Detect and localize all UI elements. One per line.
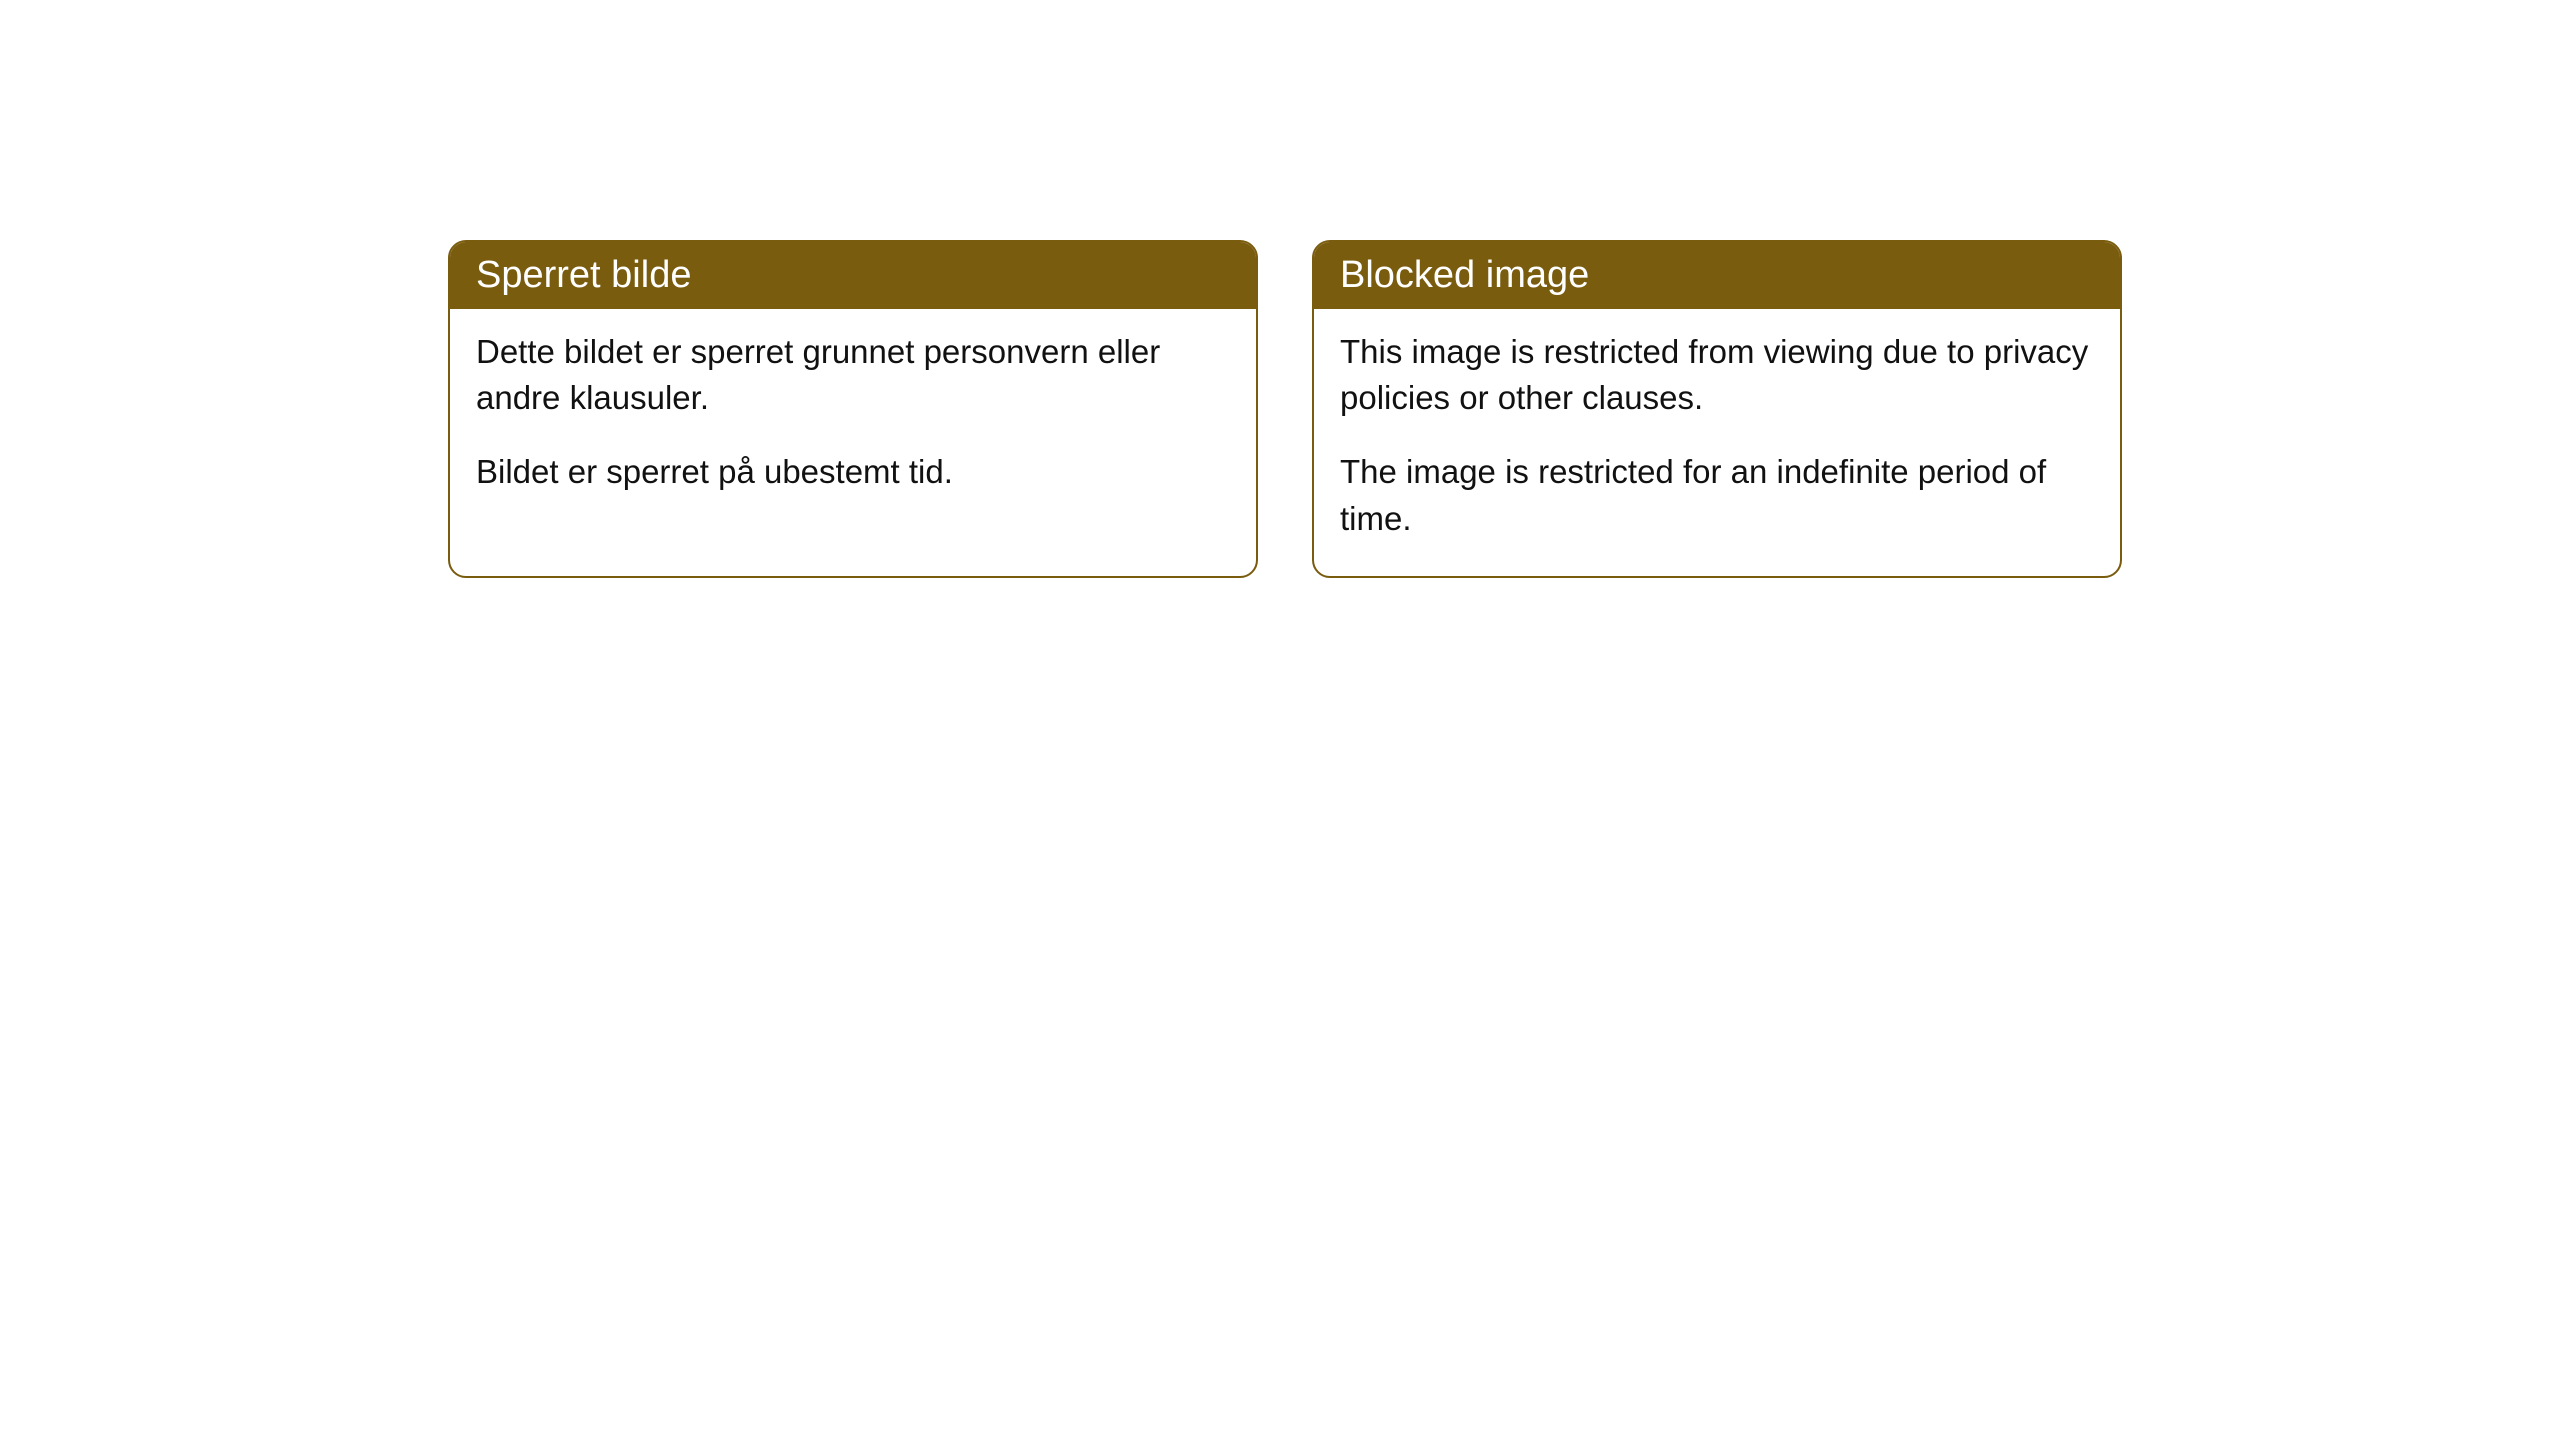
card-body: This image is restricted from viewing du… <box>1314 309 2120 576</box>
notice-cards-container: Sperret bilde Dette bildet er sperret gr… <box>448 240 2122 578</box>
card-paragraph: The image is restricted for an indefinit… <box>1340 449 2094 541</box>
card-title: Blocked image <box>1340 254 1589 296</box>
card-header: Blocked image <box>1314 242 2120 309</box>
card-paragraph: Bildet er sperret på ubestemt tid. <box>476 449 1230 495</box>
notice-card-english: Blocked image This image is restricted f… <box>1312 240 2122 578</box>
card-title: Sperret bilde <box>476 254 691 296</box>
notice-card-norwegian: Sperret bilde Dette bildet er sperret gr… <box>448 240 1258 578</box>
card-header: Sperret bilde <box>450 242 1256 309</box>
card-paragraph: This image is restricted from viewing du… <box>1340 329 2094 421</box>
card-body: Dette bildet er sperret grunnet personve… <box>450 309 1256 530</box>
card-paragraph: Dette bildet er sperret grunnet personve… <box>476 329 1230 421</box>
